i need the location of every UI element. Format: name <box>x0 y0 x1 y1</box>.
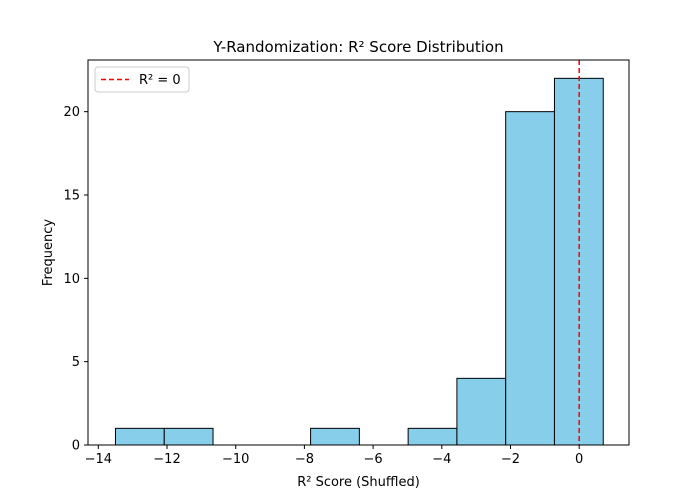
y-tick-label: 20 <box>63 105 80 120</box>
x-tick-label: −12 <box>153 452 180 467</box>
x-tick-label: −10 <box>222 452 249 467</box>
x-tick-label: 0 <box>575 452 583 467</box>
histogram-bar <box>310 427 360 446</box>
y-tick-label: 0 <box>72 439 80 454</box>
y-tick-label: 5 <box>72 355 80 370</box>
plot-frame <box>87 59 630 446</box>
histogram-bar <box>456 377 507 446</box>
histogram-bar <box>407 427 458 446</box>
chart-title: Y-Randomization: R² Score Distribution <box>212 38 503 56</box>
x-tick-label: −2 <box>501 452 520 467</box>
legend-box <box>94 66 190 93</box>
x-tick-label: −6 <box>364 452 383 467</box>
x-axis-ticks: −14 −12 −10 −8 −6 −4 −2 0 <box>85 445 583 467</box>
x-tick-label: −14 <box>85 452 112 467</box>
bars-group <box>114 77 604 446</box>
legend: R² = 0 <box>94 66 190 93</box>
y-tick-label: 10 <box>63 272 80 287</box>
histogram-bar <box>505 111 555 446</box>
x-axis-label: R² Score (Shuffled) <box>297 475 420 490</box>
y-axis-ticks: 0 5 10 15 20 <box>63 105 88 454</box>
histogram-bar <box>114 427 165 446</box>
histogram-bar <box>163 427 214 446</box>
y-tick-label: 15 <box>63 189 80 204</box>
x-tick-label: −8 <box>295 452 314 467</box>
x-tick-label: −4 <box>432 452 451 467</box>
y-axis-label: Frequency <box>41 219 56 286</box>
legend-label: R² = 0 <box>139 73 181 88</box>
